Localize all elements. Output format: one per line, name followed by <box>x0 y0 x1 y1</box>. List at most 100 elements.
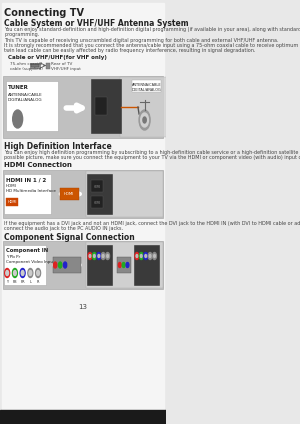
Circle shape <box>58 262 62 268</box>
Circle shape <box>141 113 148 127</box>
Circle shape <box>89 254 91 257</box>
Circle shape <box>21 271 24 276</box>
Bar <box>87 245 112 285</box>
Circle shape <box>16 116 19 122</box>
Text: If the equipment has a DVI jack and not an HDMI jack, connect the DVI jack to th: If the equipment has a DVI jack and not … <box>4 221 300 226</box>
Circle shape <box>37 271 40 276</box>
Circle shape <box>13 110 22 128</box>
Circle shape <box>154 254 155 257</box>
Bar <box>30 63 40 68</box>
Text: You can enjoy standard-definition and high-definition digital programming (if av: You can enjoy standard-definition and hi… <box>4 27 300 32</box>
Text: connect the audio jack to the PC AUDIO IN jacks.: connect the audio jack to the PC AUDIO I… <box>4 226 123 231</box>
Circle shape <box>140 254 142 257</box>
Circle shape <box>149 254 151 257</box>
Circle shape <box>17 117 19 120</box>
Text: TUNER: TUNER <box>8 85 29 90</box>
Text: Cable or VHF/UHF(for VHF only): Cable or VHF/UHF(for VHF only) <box>8 55 106 60</box>
Circle shape <box>122 262 125 268</box>
Text: 13: 13 <box>78 304 87 310</box>
Circle shape <box>29 271 32 276</box>
Text: It is strongly recommended that you connect the antenna/cable input using a 75-o: It is strongly recommended that you conn… <box>4 43 300 48</box>
Circle shape <box>118 262 121 268</box>
Circle shape <box>97 253 101 259</box>
Circle shape <box>106 253 110 259</box>
Text: PR: PR <box>20 280 25 284</box>
Text: You can enjoy high definition programming by subscribing to a high-definition ca: You can enjoy high definition programmin… <box>4 150 300 155</box>
Text: programming.: programming. <box>4 32 40 37</box>
Circle shape <box>143 117 146 123</box>
Circle shape <box>136 254 138 257</box>
Bar <box>3 76 163 138</box>
Circle shape <box>6 271 9 276</box>
Circle shape <box>53 262 57 268</box>
Text: Connecting TV: Connecting TV <box>4 8 84 18</box>
Circle shape <box>126 262 129 268</box>
Text: twin lead cable can be easily affected by radio frequency interference, resultin: twin lead cable can be easily affected b… <box>4 48 256 53</box>
Circle shape <box>94 254 95 257</box>
Circle shape <box>20 268 25 277</box>
Bar <box>87 174 112 214</box>
Bar <box>3 170 163 218</box>
Text: HDMI: HDMI <box>94 201 101 205</box>
Circle shape <box>88 253 92 259</box>
Circle shape <box>101 253 105 259</box>
Circle shape <box>98 254 100 257</box>
Text: 75-ohm coaxial
cable (supplied): 75-ohm coaxial cable (supplied) <box>10 62 43 71</box>
Circle shape <box>28 268 33 277</box>
Circle shape <box>68 262 72 268</box>
Bar <box>91 196 103 208</box>
Bar <box>95 97 106 115</box>
Bar <box>91 180 103 192</box>
Text: HDMI: HDMI <box>8 200 17 204</box>
Circle shape <box>148 253 152 259</box>
Text: Component Signal Connection: Component Signal Connection <box>4 233 135 242</box>
Bar <box>85 171 163 217</box>
Text: ANTENNA/CABLE
DIGITAL/ANALOG: ANTENNA/CABLE DIGITAL/ANALOG <box>132 83 162 92</box>
Text: High Definition Interface: High Definition Interface <box>4 142 112 151</box>
Text: L: L <box>29 280 32 284</box>
Circle shape <box>14 113 21 125</box>
Bar <box>132 80 161 92</box>
Text: HDMI
HD Multimedia Interface: HDMI HD Multimedia Interface <box>6 184 56 192</box>
Text: This TV is capable of receiving unscrambled digital programming for both cable a: This TV is capable of receiving unscramb… <box>4 38 279 43</box>
Bar <box>60 188 79 200</box>
Bar <box>5 81 58 131</box>
Bar <box>134 245 159 285</box>
Text: R: R <box>37 280 39 284</box>
Circle shape <box>144 253 148 259</box>
Text: possible picture, make sure you connect the equipment to your TV via the HDMI or: possible picture, make sure you connect … <box>4 155 300 160</box>
Text: HDMI: HDMI <box>64 192 74 196</box>
Bar <box>46 63 50 69</box>
Circle shape <box>36 268 40 277</box>
Circle shape <box>12 268 17 277</box>
Circle shape <box>153 253 156 259</box>
Bar <box>53 257 81 273</box>
Bar <box>91 79 122 133</box>
Circle shape <box>92 253 96 259</box>
Bar <box>117 257 131 273</box>
Circle shape <box>102 254 104 257</box>
Bar <box>85 242 163 288</box>
Text: Y Pb Pr
Component Video Input: Y Pb Pr Component Video Input <box>6 255 55 264</box>
Text: HDMI IN 1 / 2: HDMI IN 1 / 2 <box>6 177 46 182</box>
Text: Component IN: Component IN <box>6 248 48 253</box>
Bar <box>4 245 46 285</box>
Text: HDMI Connection: HDMI Connection <box>4 162 72 168</box>
Text: PB: PB <box>13 280 17 284</box>
Text: HDMI: HDMI <box>94 185 101 189</box>
Text: Cable System or VHF/UHF Antenna System: Cable System or VHF/UHF Antenna System <box>4 19 189 28</box>
Circle shape <box>145 254 146 257</box>
Text: ANTENNA/CABLE
DIGITAL/ANALOG: ANTENNA/CABLE DIGITAL/ANALOG <box>8 93 43 102</box>
Circle shape <box>5 268 10 277</box>
Bar <box>6 198 18 206</box>
Circle shape <box>139 253 143 259</box>
Circle shape <box>107 254 108 257</box>
Bar <box>0 410 166 424</box>
Text: Y: Y <box>6 280 8 284</box>
Circle shape <box>64 262 67 268</box>
Circle shape <box>14 271 16 276</box>
Bar <box>4 174 51 214</box>
Bar <box>120 77 190 137</box>
Bar <box>32 64 39 67</box>
Circle shape <box>74 262 77 268</box>
